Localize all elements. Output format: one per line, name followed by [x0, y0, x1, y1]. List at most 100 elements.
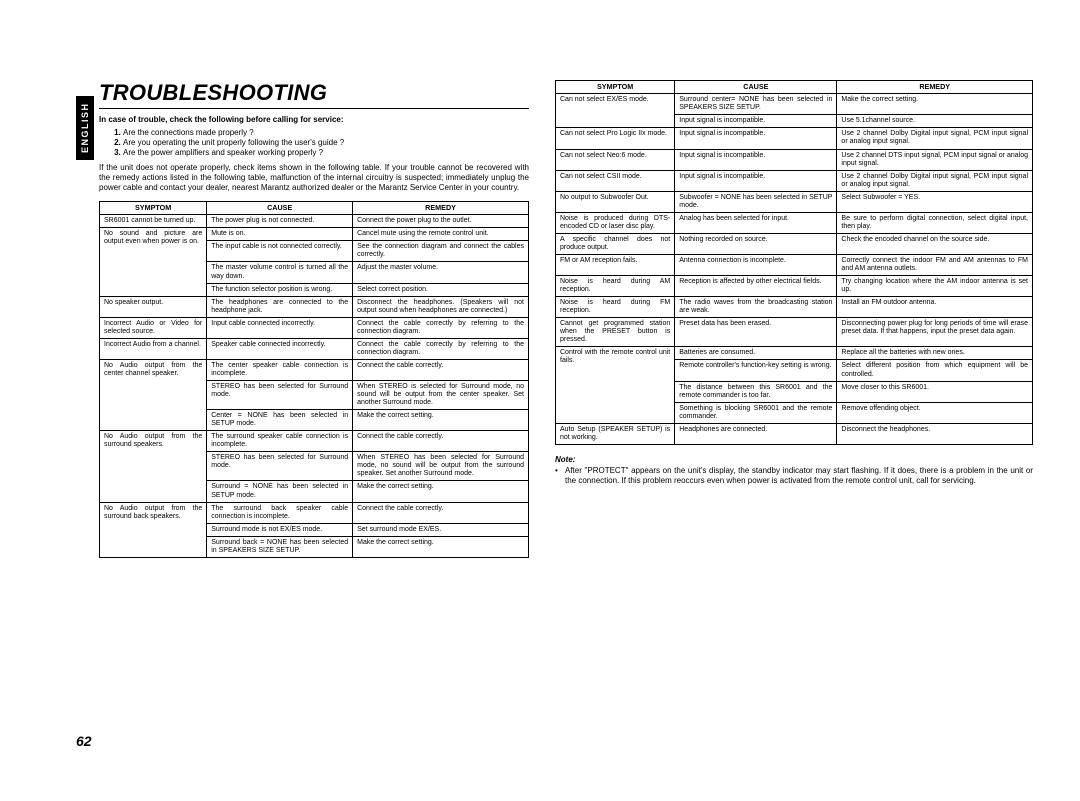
remedy-cell: Connect the cable correctly by referring… — [353, 317, 529, 338]
symptom-cell: Incorrect Audio from a channel. — [100, 338, 207, 359]
remedy-cell: Select correct position. — [353, 283, 529, 296]
table-header-row: SYMPTOM CAUSE REMEDY — [556, 81, 1033, 94]
header-symptom: SYMPTOM — [100, 202, 207, 215]
remedy-cell: See the connection diagram and connect t… — [353, 241, 529, 262]
cause-cell: Analog has been selected for input. — [675, 212, 837, 233]
remedy-cell: Make the correct setting. — [353, 481, 529, 502]
table-row: Can not select Neo:6 mode.Input signal i… — [556, 149, 1033, 170]
intro-paragraph: If the unit does not operate properly, c… — [99, 163, 529, 193]
cause-cell: The headphones are connected to the head… — [207, 296, 353, 317]
remedy-cell: Set surround mode EX/ES. — [353, 523, 529, 536]
table-row: No Audio output from the surround speake… — [100, 431, 529, 452]
symptom-cell: No Audio output from the center channel … — [100, 359, 207, 430]
remedy-cell: Make the correct setting. — [353, 536, 529, 557]
remedy-cell: Install an FM outdoor antenna. — [837, 297, 1033, 318]
remedy-cell: Connect the cable correctly. — [353, 431, 529, 452]
remedy-cell: Select different position from which equ… — [837, 360, 1033, 381]
cause-cell: Reception is affected by other electrica… — [675, 276, 837, 297]
remedy-cell: Adjust the master volume. — [353, 262, 529, 283]
symptom-cell: No sound and picture are output even whe… — [100, 228, 207, 296]
table-header-row: SYMPTOM CAUSE REMEDY — [100, 202, 529, 215]
cause-cell: Subwoofer = NONE has been selected in SE… — [675, 191, 837, 212]
symptom-cell: A specific channel does not produce outp… — [556, 233, 675, 254]
cause-cell: Surround mode is not EX/ES mode. — [207, 523, 353, 536]
table-row: Cannot get programmed station when the P… — [556, 318, 1033, 347]
symptom-cell: Noise is heard during AM reception. — [556, 276, 675, 297]
cause-cell: Speaker cable connected incorrectly. — [207, 338, 353, 359]
page-title: TROUBLESHOOTING — [99, 80, 529, 109]
cause-cell: STEREO has been selected for Surround mo… — [207, 380, 353, 409]
cause-cell: Nothing recorded on source. — [675, 233, 837, 254]
table-row: Incorrect Audio from a channel.Speaker c… — [100, 338, 529, 359]
remedy-cell: Be sure to perform digital connection, s… — [837, 212, 1033, 233]
table-row: No Audio output from the surround back s… — [100, 502, 529, 523]
table-row: No speaker output.The headphones are con… — [100, 296, 529, 317]
remedy-cell: Use 2 channel Dolby Digital input signal… — [837, 170, 1033, 191]
remedy-cell: Move closer to this SR6001. — [837, 381, 1033, 402]
remedy-cell: Replace all the batteries with new ones. — [837, 347, 1033, 360]
remedy-cell: When STEREO is selected for Surround mod… — [353, 380, 529, 409]
remedy-cell: Check the encoded channel on the source … — [837, 233, 1033, 254]
header-remedy: REMEDY — [837, 81, 1033, 94]
symptom-cell: FM or AM reception fails. — [556, 254, 675, 275]
symptom-cell: Incorrect Audio or Video for selected so… — [100, 317, 207, 338]
symptom-cell: Can not select CSII mode. — [556, 170, 675, 191]
symptom-cell: No Audio output from the surround back s… — [100, 502, 207, 557]
cause-cell: The power plug is not connected. — [207, 215, 353, 228]
remedy-cell: Disconnect the headphones. — [837, 423, 1033, 444]
page-content: TROUBLESHOOTING In case of trouble, chec… — [76, 80, 1034, 558]
page-number: 62 — [76, 733, 92, 749]
remedy-cell: Connect the cable correctly. — [353, 359, 529, 380]
cause-cell: STEREO has been selected for Surround mo… — [207, 452, 353, 481]
remedy-cell: Connect the cable correctly. — [353, 502, 529, 523]
remedy-cell: Use 2 channel DTS input signal, PCM inpu… — [837, 149, 1033, 170]
symptom-cell: Control with the remote control unit fai… — [556, 347, 675, 423]
header-cause: CAUSE — [675, 81, 837, 94]
remedy-cell: Connect the power plug to the outlet. — [353, 215, 529, 228]
lead-text: In case of trouble, check the following … — [99, 115, 529, 124]
symptom-cell: No output to Subwoofer Out. — [556, 191, 675, 212]
symptom-cell: SR6001 cannot be turned up. — [100, 215, 207, 228]
left-column: TROUBLESHOOTING In case of trouble, chec… — [99, 80, 529, 558]
cause-cell: The center speaker cable connection is i… — [207, 359, 353, 380]
table-row: Noise is produced during DTS-encoded CD … — [556, 212, 1033, 233]
remedy-cell: Remove offending object. — [837, 402, 1033, 423]
remedy-cell: Use 2 channel Dolby Digital input signal… — [837, 128, 1033, 149]
symptom-cell: Cannot get programmed station when the P… — [556, 318, 675, 347]
check-list: Are the connections made properly ?Are y… — [99, 128, 529, 157]
troubleshooting-table-left: SYMPTOM CAUSE REMEDY SR6001 cannot be tu… — [99, 201, 529, 558]
symptom-cell: Can not select EX/ES mode. — [556, 94, 675, 128]
remedy-cell: Select Subwoofer = YES. — [837, 191, 1033, 212]
cause-cell: Something is blocking SR6001 and the rem… — [675, 402, 837, 423]
note-body: After "PROTECT" appears on the unit's di… — [555, 466, 1033, 486]
cause-cell: Input signal is incompatible. — [675, 128, 837, 149]
table-row: Can not select CSII mode.Input signal is… — [556, 170, 1033, 191]
right-column: SYMPTOM CAUSE REMEDY Can not select EX/E… — [555, 80, 1033, 558]
troubleshooting-table-right: SYMPTOM CAUSE REMEDY Can not select EX/E… — [555, 80, 1033, 445]
table-row: Can not select EX/ES mode.Surround cente… — [556, 94, 1033, 115]
cause-cell: Preset data has been erased. — [675, 318, 837, 347]
cause-cell: The surround back speaker cable connecti… — [207, 502, 353, 523]
header-symptom: SYMPTOM — [556, 81, 675, 94]
header-cause: CAUSE — [207, 202, 353, 215]
symptom-cell: No speaker output. — [100, 296, 207, 317]
cause-cell: Input signal is incompatible. — [675, 115, 837, 128]
cause-cell: Center = NONE has been selected in SETUP… — [207, 410, 353, 431]
cause-cell: The radio waves from the broadcasting st… — [675, 297, 837, 318]
cause-cell: Remote controller's function-key setting… — [675, 360, 837, 381]
remedy-cell: Disconnect the headphones. (Speakers wil… — [353, 296, 529, 317]
cause-cell: Input cable connected incorrectly. — [207, 317, 353, 338]
table-row: Noise is heard during AM reception.Recep… — [556, 276, 1033, 297]
remedy-cell: Connect the cable correctly by referring… — [353, 338, 529, 359]
symptom-cell: Noise is produced during DTS-encoded CD … — [556, 212, 675, 233]
cause-cell: Mute is on. — [207, 228, 353, 241]
cause-cell: Surround back = NONE has been selected i… — [207, 536, 353, 557]
header-remedy: REMEDY — [353, 202, 529, 215]
cause-cell: Surround = NONE has been selected in SET… — [207, 481, 353, 502]
remedy-cell: Use 5.1channel source. — [837, 115, 1033, 128]
table-row: FM or AM reception fails.Antenna connect… — [556, 254, 1033, 275]
cause-cell: Headphones are connected. — [675, 423, 837, 444]
symptom-cell: Can not select Neo:6 mode. — [556, 149, 675, 170]
cause-cell: The surround speaker cable connection is… — [207, 431, 353, 452]
cause-cell: The master volume control is turned all … — [207, 262, 353, 283]
